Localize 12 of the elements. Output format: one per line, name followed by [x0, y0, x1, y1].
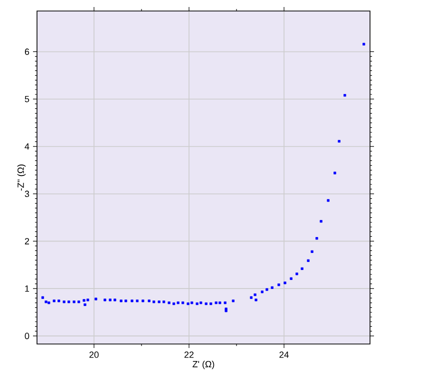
x-tick-label: 20 [89, 352, 99, 358]
y-tick-label: 4 [24, 143, 30, 150]
y-tick-label: 5 [24, 96, 30, 102]
y-tick-label: 2 [24, 238, 30, 244]
x-axis-title: Z' (Ω) [192, 360, 214, 370]
y-axis-title: -Z'' (Ω) [17, 164, 26, 191]
y-tick-label: 0 [24, 332, 30, 340]
y-tick-label: 3 [24, 190, 30, 198]
y-tick-label: 6 [24, 48, 30, 55]
x-tick-label: 22 [184, 352, 194, 358]
y-tick-label: 1 [25, 285, 30, 292]
x-tick-label: 24 [279, 352, 289, 358]
